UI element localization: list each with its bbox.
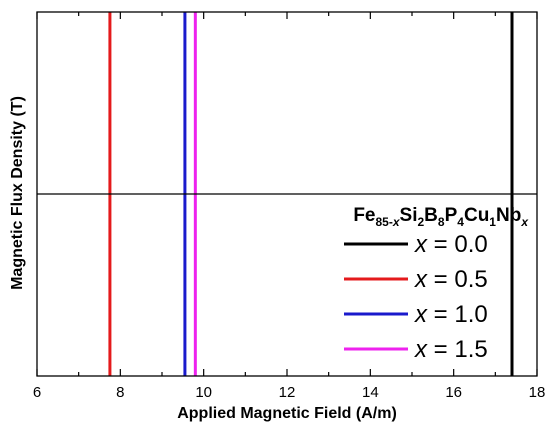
x-axis-title: Applied Magnetic Field (A/m) xyxy=(177,405,397,422)
x-tick-label: 16 xyxy=(445,384,462,401)
x-tick-label: 12 xyxy=(279,384,296,401)
x-tick-label: 18 xyxy=(529,384,546,401)
x-tick-label: 8 xyxy=(116,384,124,401)
y-axis-title: Magnetic Flux Density (T) xyxy=(9,96,26,290)
x-tick-label: 14 xyxy=(362,384,379,401)
x-tick-label: 10 xyxy=(195,384,212,401)
legend-title: Fe85-xSi2B8P4Cu1Nbx xyxy=(353,205,529,229)
legend-label-1: x = 0.5 xyxy=(414,266,488,293)
x-tick-label: 6 xyxy=(33,384,41,401)
legend-label-3: x = 1.5 xyxy=(414,336,488,363)
legend-label-2: x = 1.0 xyxy=(414,301,488,328)
legend-label-0: x = 0.0 xyxy=(414,231,488,258)
x-axis-ticks: 6 8 10 12 14 16 18 xyxy=(33,12,546,401)
